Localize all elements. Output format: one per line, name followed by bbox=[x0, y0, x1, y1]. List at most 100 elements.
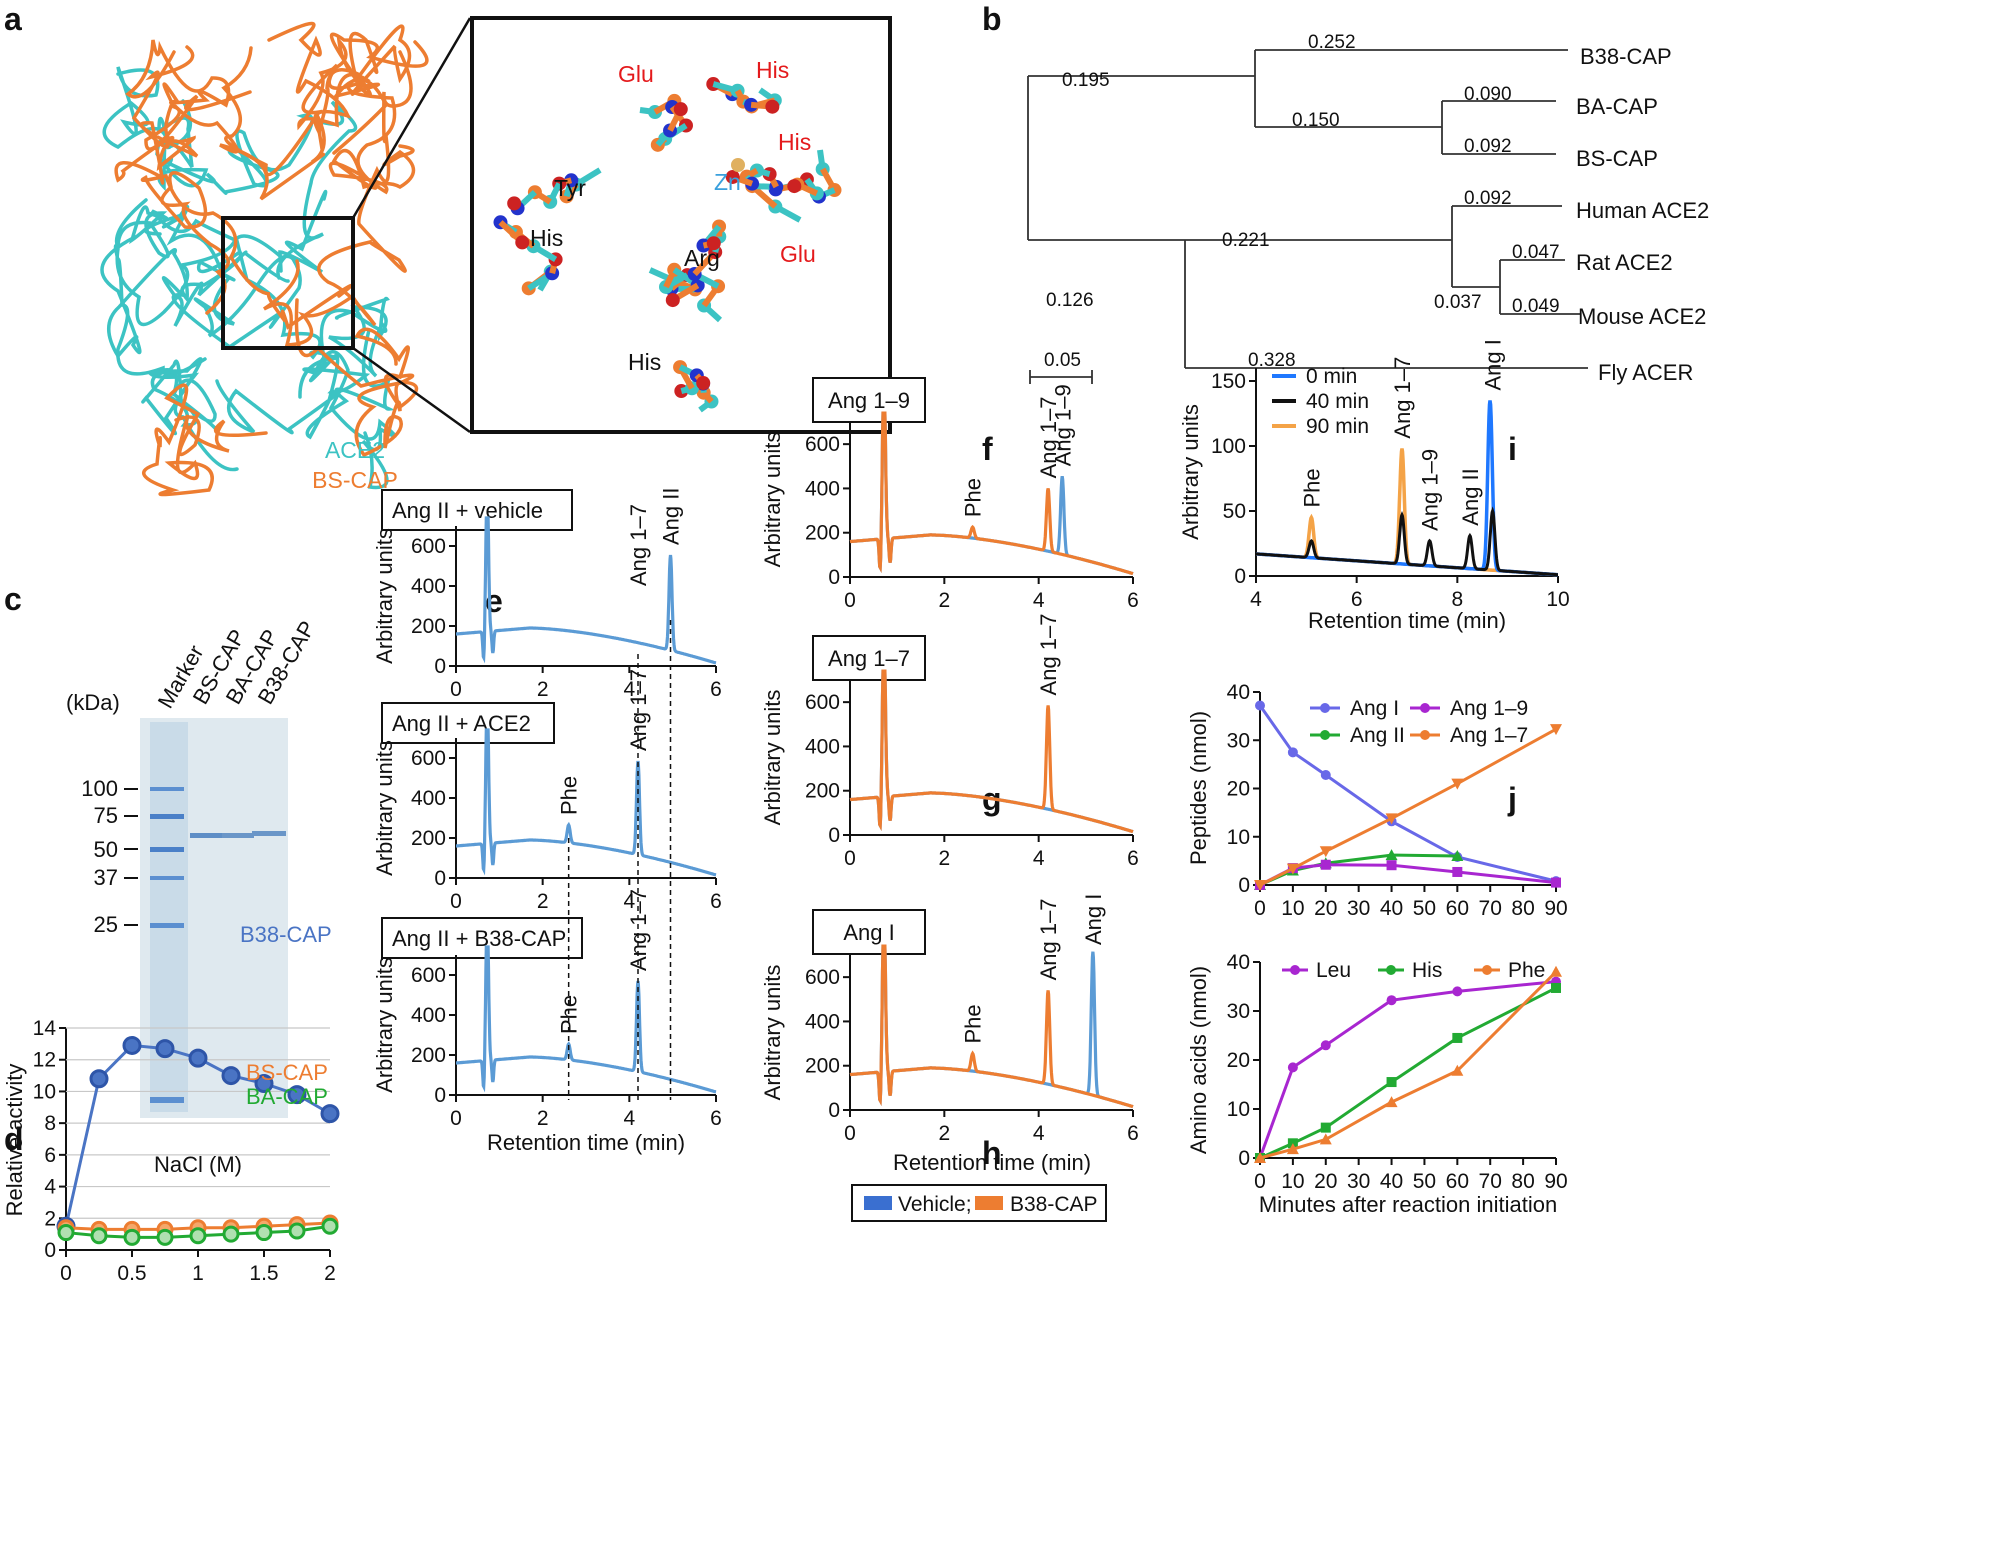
ribbon-strand bbox=[267, 21, 429, 137]
series-line bbox=[1259, 986, 1557, 1160]
series-label: BA-CAP bbox=[246, 1084, 328, 1109]
panel-letter-c: c bbox=[4, 581, 22, 617]
x-tick-label: 80 bbox=[1511, 897, 1534, 920]
y-axis-label: Arbitrary units bbox=[372, 528, 397, 664]
active-site-inset: Glu His His Zn Tyr Glu His Arg His bbox=[470, 16, 892, 434]
subpanel-title-box bbox=[812, 635, 926, 681]
bl-0252: 0.252 bbox=[1308, 32, 1356, 53]
y-tick-label: 200 bbox=[411, 1044, 446, 1067]
data-point bbox=[1385, 813, 1398, 825]
legend-label: Phe bbox=[1508, 959, 1545, 982]
subpanel-title: Ang II + vehicle bbox=[392, 498, 543, 523]
peak-label: Phe bbox=[1299, 468, 1324, 507]
ribbon-strand bbox=[125, 39, 326, 201]
panel-letter-i: i bbox=[1508, 431, 1517, 467]
x-tick-label: 10 bbox=[1281, 897, 1304, 920]
y-tick-label: 30 bbox=[1227, 1000, 1250, 1023]
bl-0047: 0.047 bbox=[1512, 242, 1560, 263]
data-point bbox=[90, 1227, 108, 1245]
trace-40-min bbox=[1256, 506, 1558, 577]
data-point bbox=[1286, 863, 1299, 875]
tree-ace2-acer bbox=[1184, 239, 1588, 369]
legend-label: 0 min bbox=[1306, 365, 1357, 388]
y-tick-label: 0 bbox=[828, 1099, 840, 1122]
x-tick-label: 6 bbox=[1351, 588, 1363, 611]
data-point bbox=[1320, 1040, 1331, 1051]
residue-sticks bbox=[493, 77, 842, 413]
y-tick-label: 20 bbox=[1227, 778, 1250, 801]
x-tick-label: 2 bbox=[938, 589, 950, 612]
bl-0195: 0.195 bbox=[1062, 70, 1110, 91]
ribbon-strand bbox=[215, 296, 390, 435]
x-tick-label: 70 bbox=[1479, 1170, 1502, 1193]
ribbon-strand bbox=[263, 50, 413, 347]
peak-label: Phe bbox=[557, 776, 582, 815]
x-tick-label: 8 bbox=[1451, 588, 1463, 611]
leaf-mouse-ace2: Mouse ACE2 bbox=[1578, 304, 1706, 329]
legend-label: Ang I bbox=[1350, 697, 1399, 720]
peak-label: Ang 1–7 bbox=[626, 504, 651, 586]
chromatogram-trace bbox=[456, 516, 717, 665]
x-tick-label: 0 bbox=[844, 1122, 856, 1145]
subpanel-title-box bbox=[812, 377, 926, 423]
x-tick-label: 6 bbox=[1127, 589, 1139, 612]
ribbon-strand bbox=[114, 189, 328, 274]
y-tick-label: 400 bbox=[805, 735, 840, 758]
subpanel-title: Ang II + B38-CAP bbox=[392, 926, 566, 951]
y-tick-label: 200 bbox=[411, 615, 446, 638]
x-tick-label: 10 bbox=[1281, 1170, 1304, 1193]
tree-ace2-clade bbox=[1451, 205, 1562, 288]
subpanel-title: Ang 1–7 bbox=[828, 646, 910, 671]
x-tick-label: 0 bbox=[1254, 897, 1266, 920]
panel-letter-f: f bbox=[982, 431, 993, 467]
data-point bbox=[320, 1104, 340, 1124]
ribbon-strand bbox=[114, 45, 252, 185]
y-axis-label: Arbitrary units bbox=[372, 740, 397, 876]
x-tick-label: 70 bbox=[1479, 897, 1502, 920]
y-axis-label: Arbitrary units bbox=[760, 965, 785, 1101]
y-tick-label: 400 bbox=[805, 477, 840, 500]
bl-0092a: 0.092 bbox=[1464, 136, 1512, 157]
data-point bbox=[1320, 1122, 1331, 1133]
y-tick-label: 40 bbox=[1227, 951, 1250, 974]
x-tick-label: 60 bbox=[1446, 1170, 1469, 1193]
y-tick-label: 30 bbox=[1227, 729, 1250, 752]
y-axis-label: Amino acids (nmol) bbox=[1186, 966, 1211, 1154]
y-tick-label: 14 bbox=[33, 1017, 57, 1040]
x-tick-label: 40 bbox=[1380, 1170, 1403, 1193]
ribbon-strand bbox=[328, 31, 416, 195]
peak-label: Ang II bbox=[659, 488, 684, 545]
subpanel-title-box bbox=[381, 489, 573, 531]
kda-ticks: 100 75 50 37 25 bbox=[81, 776, 138, 937]
band-b38-cap bbox=[252, 831, 286, 836]
data-point bbox=[1320, 859, 1331, 870]
subpanel-title: Ang II + ACE2 bbox=[392, 711, 531, 736]
data-point bbox=[1287, 1062, 1298, 1073]
x-tick-label: 4 bbox=[1033, 847, 1045, 870]
y-axis-label: Peptides (nmol) bbox=[1186, 711, 1211, 865]
x-tick-label: 4 bbox=[1250, 588, 1262, 611]
legend-bs-cap: BS-CAP bbox=[312, 467, 398, 493]
x-tick-label: 0 bbox=[1254, 1170, 1266, 1193]
peak-label: Ang 1–7 bbox=[1036, 613, 1061, 695]
kda-unit: (kDa) bbox=[66, 690, 120, 715]
data-point bbox=[1254, 1152, 1266, 1163]
y-tick-label: 600 bbox=[805, 691, 840, 714]
y-tick-label: 10 bbox=[1227, 826, 1250, 849]
atom bbox=[665, 293, 680, 308]
data-point bbox=[1385, 1096, 1398, 1108]
ribbon-strand bbox=[163, 100, 358, 280]
x-tick-label: 6 bbox=[1127, 1122, 1139, 1145]
marker-band-25 bbox=[150, 923, 184, 928]
residue-label-his-left: His bbox=[530, 225, 563, 251]
legend-label-b38: B38-CAP bbox=[1010, 1193, 1098, 1216]
data-point bbox=[221, 1066, 241, 1086]
x-tick-label: 0.5 bbox=[117, 1262, 146, 1285]
y-tick-label: 600 bbox=[805, 433, 840, 456]
x-tick-label: 0 bbox=[450, 890, 462, 913]
y-tick-label: 400 bbox=[805, 1010, 840, 1033]
x-tick-label: 0 bbox=[844, 847, 856, 870]
x-tick-label: 4 bbox=[1033, 1122, 1045, 1145]
y-tick-label: 2 bbox=[44, 1207, 56, 1230]
